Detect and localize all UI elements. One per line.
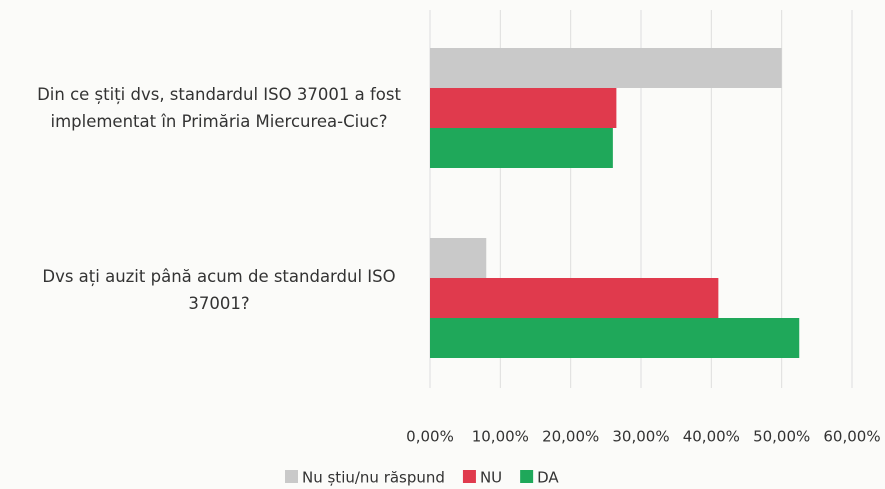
legend-swatch <box>462 470 476 483</box>
legend-label: Nu știu/nu răspund <box>302 469 445 487</box>
bar <box>430 128 613 168</box>
x-tick-label: 10,00% <box>472 428 529 446</box>
legend-swatch <box>285 470 298 483</box>
x-tick-label: 30,00% <box>612 428 669 446</box>
category-label: Dvs ați auzit până acum de standardul IS… <box>42 267 396 313</box>
legend-swatch <box>520 470 534 483</box>
bar <box>430 88 617 128</box>
bar <box>430 278 719 318</box>
bar <box>430 318 800 358</box>
bar <box>430 238 487 278</box>
x-tick-label: 0,00% <box>406 428 454 446</box>
category-label: Din ce știți dvs, standardul ISO 37001 a… <box>37 85 401 131</box>
bar <box>430 48 782 88</box>
x-tick-label: 50,00% <box>753 428 810 446</box>
legend-label: NU <box>480 469 502 487</box>
x-tick-label: 60,00% <box>823 428 880 446</box>
legend-label: DA <box>537 469 559 487</box>
x-tick-label: 20,00% <box>542 428 599 446</box>
x-tick-label: 40,00% <box>683 428 740 446</box>
